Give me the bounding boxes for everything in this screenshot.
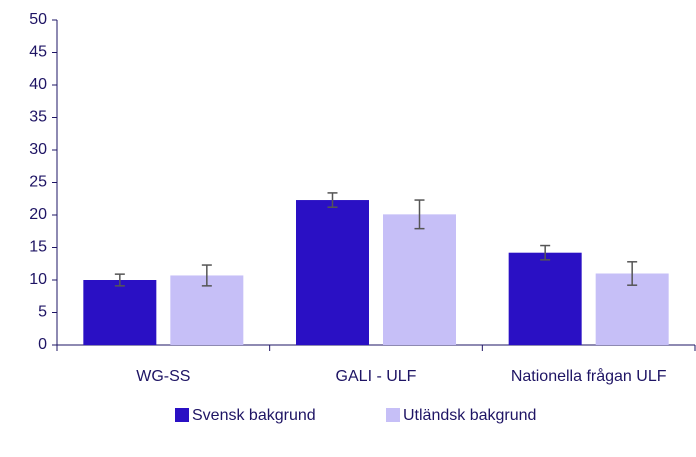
legend-swatch (175, 408, 189, 422)
error-bar (627, 261, 638, 286)
y-tick-label: 15 (29, 239, 47, 256)
error-bar (540, 244, 551, 261)
error-bar (327, 192, 338, 208)
y-tick-label: 5 (38, 304, 47, 321)
y-tick-label: 25 (29, 174, 47, 191)
legend-label: Utländsk bakgrund (403, 407, 536, 424)
bar (296, 200, 369, 345)
y-tick-label: 0 (38, 336, 47, 353)
y-tick-label: 45 (29, 44, 47, 61)
bar (83, 280, 157, 345)
y-tick-label: 20 (29, 206, 47, 223)
x-tick-label: Nationella frågan ULF (511, 367, 667, 385)
bar (508, 252, 582, 345)
y-tick-label: 30 (29, 141, 47, 158)
y-tick-label: 40 (29, 76, 47, 93)
x-tick-label: WG-SS (136, 368, 190, 385)
legend-swatch (386, 408, 400, 422)
bar (170, 275, 244, 345)
x-tick-label: GALI - ULF (336, 368, 417, 385)
error-bar (414, 199, 425, 230)
legend-label: Svensk bakgrund (192, 407, 316, 424)
y-tick-label: 10 (29, 271, 47, 288)
error-bar (114, 273, 125, 287)
y-tick-label: 50 (29, 11, 47, 28)
y-tick-label: 35 (29, 109, 47, 126)
bar (383, 214, 456, 345)
error-bar (201, 264, 212, 287)
